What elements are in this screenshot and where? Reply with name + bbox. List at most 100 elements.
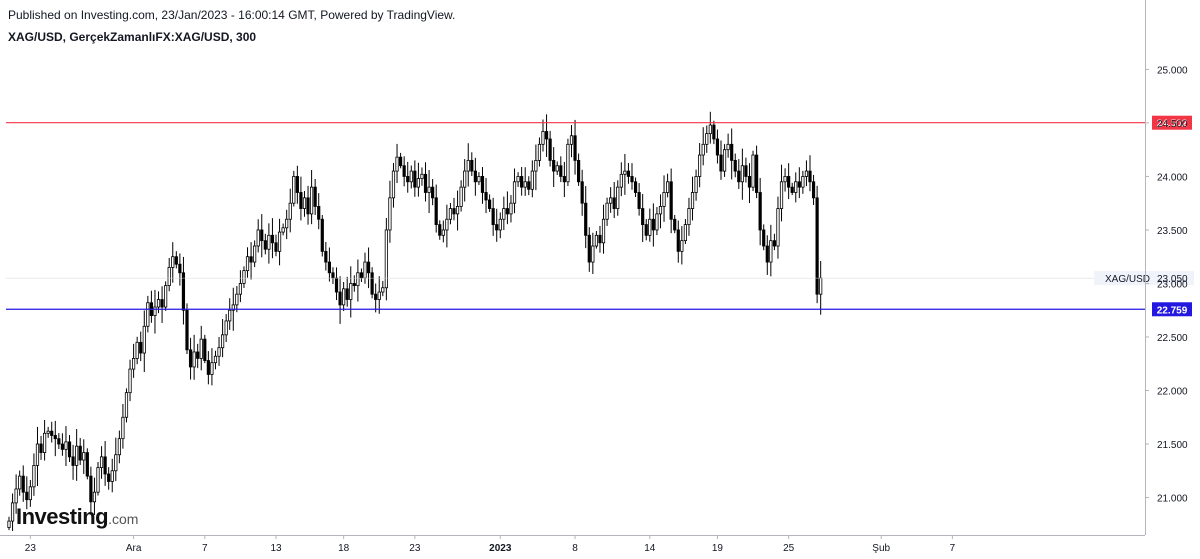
candle: [747, 163, 752, 204]
candle: [377, 276, 381, 314]
published-info: Published on Investing.com, 23/Jan/2023 …: [8, 8, 456, 22]
candle: [50, 421, 54, 443]
candle-body: [43, 432, 47, 453]
candle: [491, 197, 495, 236]
candle: [740, 148, 744, 200]
candle: [78, 438, 82, 465]
time-axis[interactable]: 23 Ara 7 13 18 23 2023 8 14 19 25 Şub 7: [0, 535, 1145, 554]
candle: [722, 144, 727, 177]
candle-body: [562, 176, 566, 183]
candle-body: [71, 456, 75, 466]
candle-body: [299, 192, 303, 209]
candle: [82, 439, 86, 475]
candle-body: [235, 293, 239, 306]
candle: [537, 137, 542, 167]
candle-body: [569, 135, 574, 145]
candle: [452, 197, 456, 221]
candle: [605, 197, 609, 226]
candle: [512, 168, 517, 214]
candle: [107, 467, 111, 490]
candle: [35, 426, 40, 486]
candle: [188, 337, 193, 380]
candle-body: [131, 357, 136, 370]
candle-body: [92, 491, 97, 503]
candle-body: [520, 176, 524, 188]
candle-body: [744, 165, 748, 177]
candle: [502, 196, 506, 231]
candle-body: [121, 416, 125, 440]
candle-body: [67, 441, 72, 458]
candle: [694, 169, 698, 201]
candle-body: [377, 291, 381, 300]
candle: [359, 268, 364, 282]
candle: [413, 160, 417, 197]
candle: [395, 143, 399, 184]
candle: [14, 474, 18, 514]
candle: [527, 176, 531, 196]
candle-body: [541, 131, 545, 145]
candle-body: [57, 438, 61, 445]
candle: [790, 182, 794, 196]
candle: [455, 190, 460, 231]
candle: [776, 196, 780, 259]
candle-body: [815, 197, 819, 295]
candle-body: [342, 288, 346, 306]
candle-body: [85, 452, 89, 477]
candle-body: [99, 456, 104, 468]
candle-body: [32, 465, 36, 488]
candle-body: [527, 181, 531, 190]
candle-body: [82, 452, 86, 461]
candle: [701, 127, 705, 166]
candle: [804, 160, 809, 187]
candle: [92, 477, 97, 515]
candle-body: [626, 170, 631, 177]
candle-body: [730, 143, 734, 161]
candle-body: [21, 475, 25, 493]
candle: [384, 217, 388, 301]
candle-body: [633, 181, 638, 193]
candle: [712, 120, 716, 145]
candle-body: [50, 430, 54, 436]
candle-body: [224, 320, 228, 336]
candle-body: [391, 170, 396, 199]
candle: [819, 260, 823, 315]
candle: [737, 159, 741, 189]
candle-body: [384, 229, 388, 289]
candle: [89, 466, 93, 514]
candle-body: [171, 256, 175, 268]
candle-body: [680, 240, 684, 252]
candle: [733, 153, 737, 178]
candle-body: [306, 197, 310, 215]
candle-body: [641, 208, 645, 226]
candle-body: [242, 270, 246, 284]
candle: [249, 242, 253, 280]
horizontal-lines-layer[interactable]: 24.502 22.759 XAG/USD 23.050: [6, 115, 1194, 317]
candle: [277, 218, 282, 266]
candle-body: [808, 170, 812, 183]
candle-body: [334, 277, 339, 293]
candle-body: [776, 208, 780, 247]
candle-body: [160, 299, 164, 308]
candle-body: [352, 283, 356, 287]
candle-body: [260, 229, 264, 242]
candle-body: [737, 170, 741, 183]
logo-suffix: .com: [108, 511, 139, 527]
candle: [680, 226, 684, 265]
candle-body: [363, 261, 367, 279]
candle-body: [769, 240, 773, 263]
candle: [730, 128, 734, 180]
candle-body: [231, 304, 235, 311]
candle-body: [402, 165, 406, 177]
candle: [309, 170, 314, 225]
price-axis[interactable]: 25.000 24.500 24.000 23.500 23.000 22.500 22.0…: [1145, 0, 1188, 535]
candle-body: [811, 181, 816, 199]
candle-body: [413, 170, 417, 188]
candle-body: [78, 445, 82, 461]
candle-body: [747, 176, 752, 188]
candle-body: [534, 159, 538, 172]
candle: [683, 219, 688, 244]
candle: [427, 170, 431, 214]
candle-body: [192, 351, 196, 368]
candle: [705, 125, 709, 153]
